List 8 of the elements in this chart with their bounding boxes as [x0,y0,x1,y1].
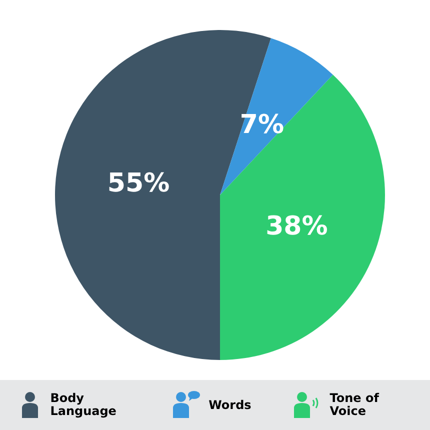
legend-label: Body Language [50,391,118,418]
data-label: 7% [240,110,284,140]
legend-label: Tone of Voice [330,391,380,418]
legend-label: Words [208,398,252,412]
data-label: 55% [107,168,170,198]
data-label: 38% [266,212,328,242]
pie-slice [220,38,333,195]
pie-slice [220,74,385,360]
